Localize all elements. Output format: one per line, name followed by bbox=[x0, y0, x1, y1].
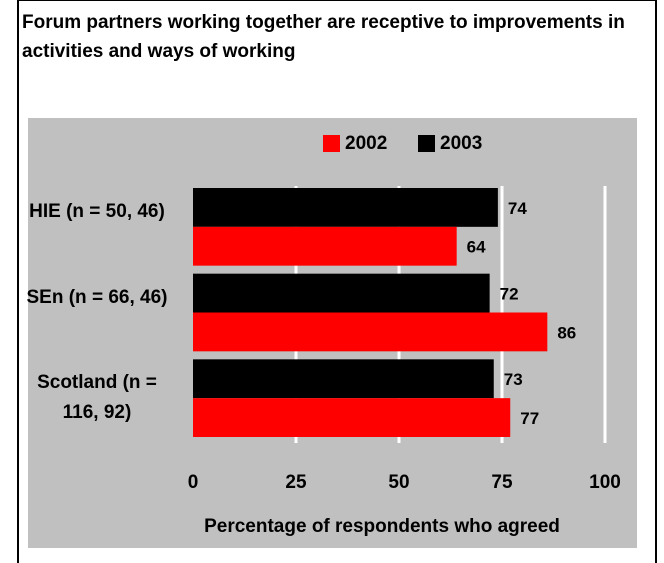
value-label: 72 bbox=[500, 285, 519, 304]
bar bbox=[193, 188, 498, 227]
value-label: 74 bbox=[508, 199, 527, 218]
x-tick-label: 0 bbox=[188, 472, 199, 493]
bar bbox=[193, 273, 490, 313]
chart-title: Forum partners working together are rece… bbox=[22, 12, 625, 62]
x-tick-label: 100 bbox=[589, 472, 621, 493]
value-label: 64 bbox=[467, 238, 486, 257]
legend-swatch bbox=[418, 135, 435, 152]
legend-label: 2003 bbox=[440, 133, 482, 154]
bar bbox=[193, 359, 494, 399]
legend-label: 2002 bbox=[345, 133, 387, 154]
value-label: 77 bbox=[520, 409, 539, 428]
bar bbox=[193, 398, 511, 437]
x-tick-label: 50 bbox=[388, 472, 409, 493]
x-tick-label: 75 bbox=[491, 472, 513, 493]
y-tick-label: HIE (n = 50, 46) bbox=[29, 200, 165, 222]
legend-swatch bbox=[323, 135, 340, 152]
x-axis-title: Percentage of respondents who agreed bbox=[204, 516, 560, 537]
bar bbox=[193, 226, 457, 266]
value-label: 73 bbox=[504, 370, 523, 389]
y-tick-label: SEn (n = 66, 46) bbox=[26, 286, 168, 308]
bar bbox=[193, 312, 548, 352]
x-tick-label: 25 bbox=[285, 472, 307, 493]
y-tick-label: Scotland (n = 116, 92) bbox=[37, 372, 157, 424]
value-label: 86 bbox=[557, 323, 576, 342]
